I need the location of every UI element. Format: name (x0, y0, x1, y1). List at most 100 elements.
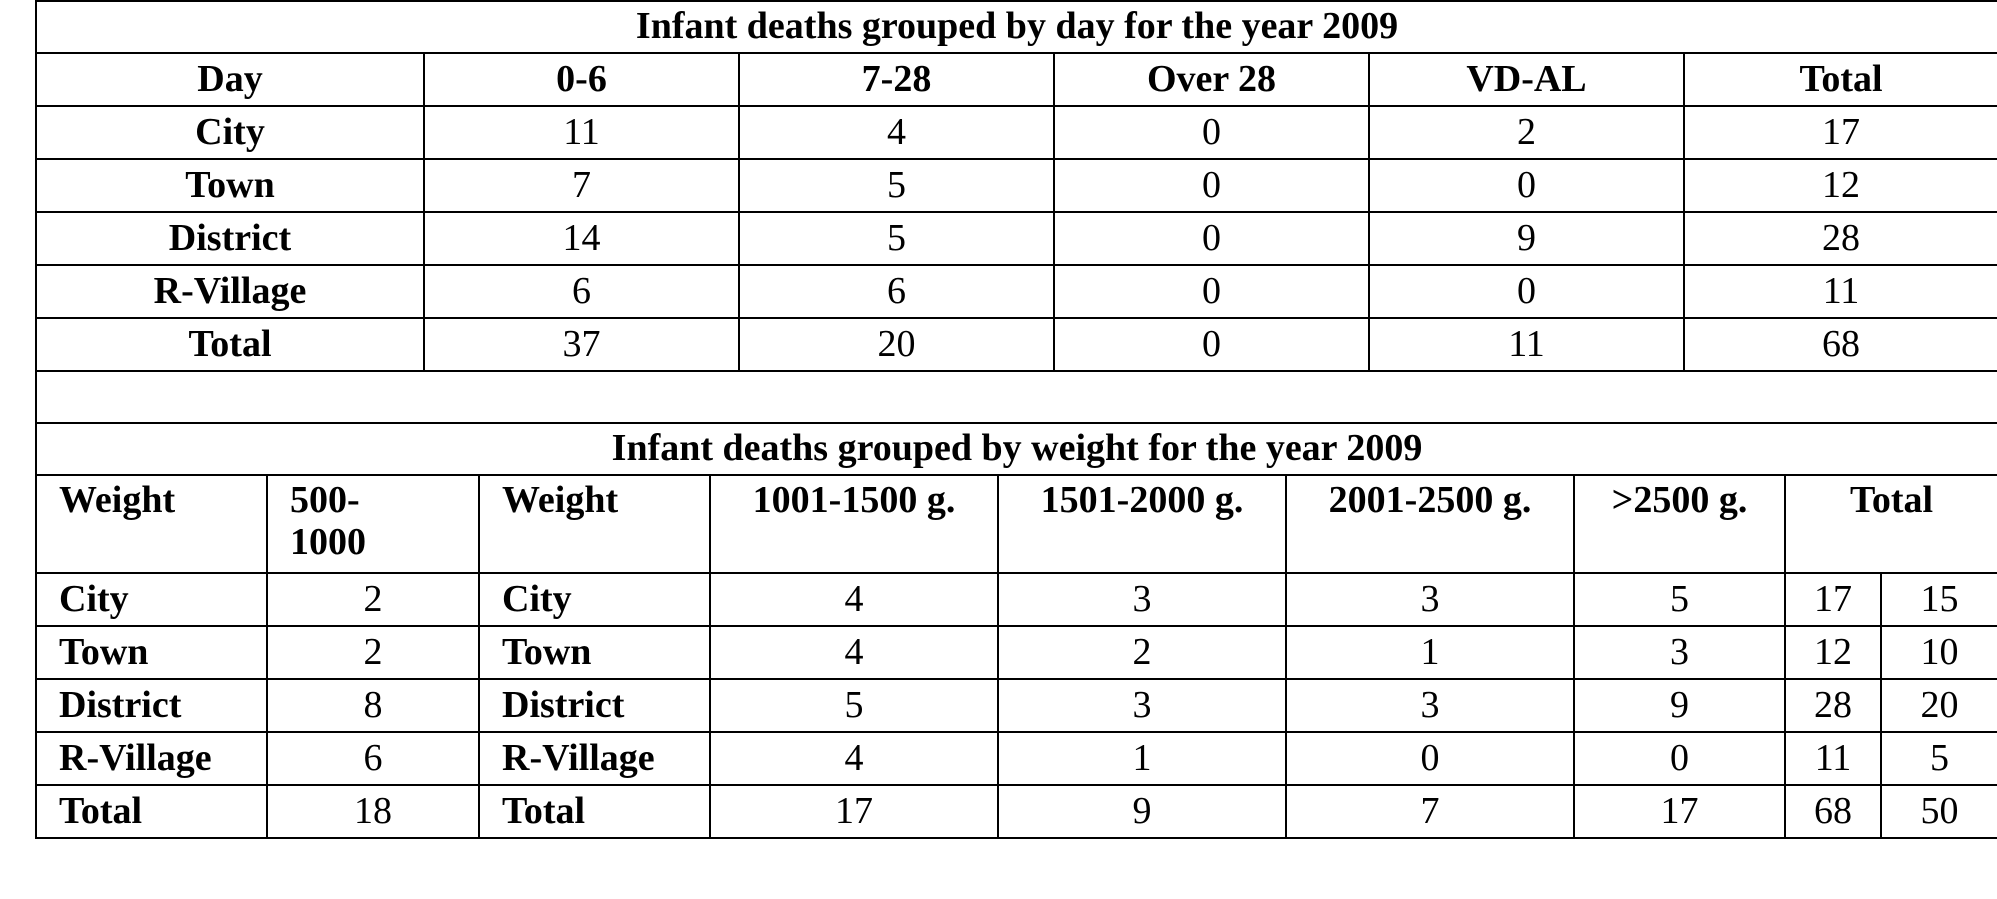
table-row: Total 37 20 0 11 68 (35, 317, 1997, 372)
spacer-row (34, 370, 1997, 424)
table-cell: 0 (1368, 158, 1685, 213)
column-header: Day (35, 52, 425, 107)
table-cell: 17 (1682, 105, 1997, 160)
row-label: R-Village (478, 731, 711, 786)
column-header: 500- 1000 (266, 474, 480, 574)
row-label: Town (35, 625, 268, 680)
table-cell: 0 (1053, 264, 1370, 319)
day-table-title: Infant deaths grouped by day for the yea… (34, 0, 1997, 54)
table-cell: 5 (1573, 572, 1786, 627)
column-header: Over 28 (1053, 52, 1370, 107)
table-cell: 11 (1784, 731, 1882, 786)
table-row: District 8 District 5 3 3 9 28 20 (35, 678, 1997, 733)
column-header: VD-AL (1368, 52, 1685, 107)
table-cell: 28 (1784, 678, 1882, 733)
table-cell: 10 (1879, 625, 1997, 680)
table-cell: 2 (997, 625, 1287, 680)
table-cell: 1 (997, 731, 1287, 786)
table-cell: 2 (266, 572, 480, 627)
table-cell: 17 (1573, 784, 1786, 839)
table-cell: 0 (1053, 317, 1370, 372)
table-row: Town 7 5 0 0 12 (35, 158, 1997, 213)
table-cell: 6 (423, 264, 740, 319)
table-cell: 5 (1879, 731, 1997, 786)
table-cell: 20 (1879, 678, 1997, 733)
table-cell: 50 (1879, 784, 1997, 839)
table-cell: 3 (1573, 625, 1786, 680)
row-label: District (478, 678, 711, 733)
row-label: R-Village (35, 731, 268, 786)
table-row: Town 2 Town 4 2 1 3 12 10 (35, 625, 1997, 680)
column-header: Total (1783, 474, 1997, 574)
table-cell: 4 (738, 105, 1055, 160)
column-header: 0-6 (423, 52, 740, 107)
table-cell: 6 (738, 264, 1055, 319)
document-sheet: Infant deaths grouped by day for the yea… (34, 0, 1997, 839)
row-label: District (35, 678, 268, 733)
table-row: District 14 5 0 9 28 (35, 211, 1997, 266)
table-cell: 5 (738, 158, 1055, 213)
table-cell: 3 (1285, 572, 1575, 627)
table-cell: 68 (1682, 317, 1997, 372)
table-cell: 28 (1682, 211, 1997, 266)
table-cell: 6 (266, 731, 480, 786)
weight-table-title: Infant deaths grouped by weight for the … (34, 422, 1997, 476)
day-table: Infant deaths grouped by day for the yea… (34, 0, 1997, 424)
table-cell: 4 (709, 731, 999, 786)
weight-table: Infant deaths grouped by weight for the … (34, 422, 1997, 839)
table-cell: 9 (1573, 678, 1786, 733)
table-cell: 9 (1368, 211, 1685, 266)
table-row: R-Village 6 R-Village 4 1 0 0 11 5 (35, 731, 1997, 786)
table-cell: 11 (1682, 264, 1997, 319)
table-cell: 20 (738, 317, 1055, 372)
table-cell: 2 (1368, 105, 1685, 160)
table-cell: 0 (1285, 731, 1575, 786)
table-cell: 0 (1053, 211, 1370, 266)
table-cell: 3 (997, 678, 1287, 733)
table-row: City 2 City 4 3 3 5 17 15 (35, 572, 1997, 627)
table-cell: 15 (1879, 572, 1997, 627)
column-header: 1001-1500 g. (709, 474, 999, 574)
table-cell: 9 (997, 784, 1287, 839)
row-label: Total (35, 784, 268, 839)
row-label: District (35, 211, 425, 266)
table-cell: 0 (1053, 158, 1370, 213)
column-header: 2001-2500 g. (1285, 474, 1575, 574)
table-cell: 14 (423, 211, 740, 266)
table-cell: 3 (997, 572, 1287, 627)
day-table-header-row: Day 0-6 7-28 Over 28 VD-AL Total (35, 52, 1997, 107)
table-cell: 5 (738, 211, 1055, 266)
table-cell: 0 (1368, 264, 1685, 319)
table-cell: 17 (709, 784, 999, 839)
column-header: Total (1682, 52, 1997, 107)
table-row: City 11 4 0 2 17 (35, 105, 1997, 160)
row-label: R-Village (35, 264, 425, 319)
row-label: Total (35, 317, 425, 372)
row-label: Town (478, 625, 711, 680)
table-cell: 0 (1573, 731, 1786, 786)
weight-table-header-row: Weight 500- 1000 Weight 1001-1500 g. 150… (35, 474, 1997, 574)
table-cell: 12 (1784, 625, 1882, 680)
column-header: 7-28 (738, 52, 1055, 107)
row-label: City (35, 572, 268, 627)
column-header: Weight (35, 474, 268, 574)
table-row: Total 18 Total 17 9 7 17 68 50 (35, 784, 1997, 839)
table-cell: 11 (423, 105, 740, 160)
table-cell: 2 (266, 625, 480, 680)
table-cell: 5 (709, 678, 999, 733)
table-cell: 68 (1784, 784, 1882, 839)
table-cell: 4 (709, 625, 999, 680)
table-cell: 37 (423, 317, 740, 372)
column-header: Weight (478, 474, 711, 574)
table-cell: 1 (1285, 625, 1575, 680)
table-cell: 7 (1285, 784, 1575, 839)
row-label: Town (35, 158, 425, 213)
table-cell: 4 (709, 572, 999, 627)
table-cell: 11 (1368, 317, 1685, 372)
table-row: R-Village 6 6 0 0 11 (35, 264, 1997, 319)
column-header: 1501-2000 g. (997, 474, 1287, 574)
table-cell: 18 (266, 784, 480, 839)
table-cell: 7 (423, 158, 740, 213)
row-label: Total (478, 784, 711, 839)
column-header: >2500 g. (1573, 474, 1786, 574)
